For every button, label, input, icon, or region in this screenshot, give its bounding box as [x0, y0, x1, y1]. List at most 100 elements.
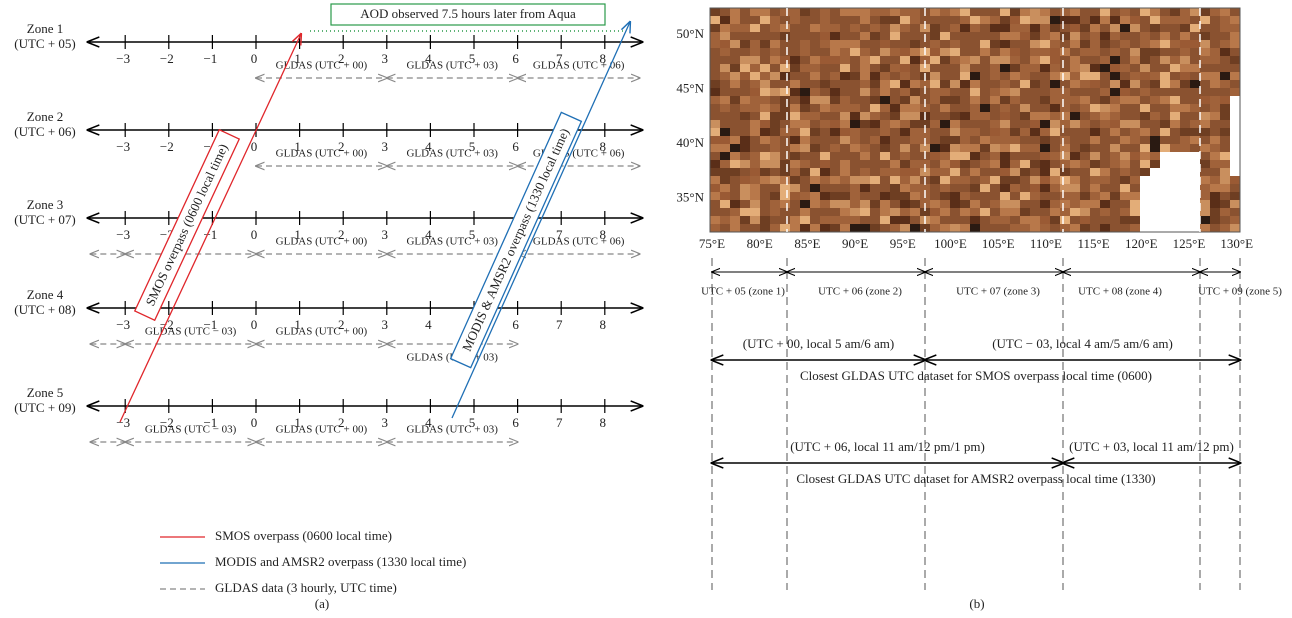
map-cell — [930, 24, 940, 32]
map-cell — [1090, 8, 1100, 16]
lon-label: 125°E — [1173, 236, 1206, 251]
map-cell — [1210, 128, 1220, 136]
map-cell — [960, 144, 970, 152]
map-cell — [710, 24, 720, 32]
map-cell — [1020, 56, 1030, 64]
map-cell — [800, 40, 810, 48]
map-cell — [930, 184, 940, 192]
map-cell — [770, 96, 780, 104]
map-cell — [710, 216, 720, 224]
map-cell — [880, 24, 890, 32]
map-cell — [1050, 32, 1060, 40]
map-cell — [980, 16, 990, 24]
tick-label: 8 — [600, 415, 607, 430]
map-cell — [940, 152, 950, 160]
map-cell — [1160, 216, 1170, 224]
map-cell — [830, 24, 840, 32]
map-cell — [1050, 80, 1060, 88]
map-cell — [1120, 56, 1130, 64]
map-cell — [1160, 176, 1170, 184]
map-cell — [1140, 200, 1150, 208]
map-cell — [830, 40, 840, 48]
map-cell — [890, 224, 900, 232]
map-cell — [940, 184, 950, 192]
map-cell — [990, 32, 1000, 40]
map-cell — [930, 64, 940, 72]
tick-label: 3 — [382, 139, 389, 154]
map-cell — [860, 24, 870, 32]
map-cell — [910, 224, 920, 232]
gldas-label: GLDAS (UTC − 03) — [145, 424, 237, 436]
map-cell — [1200, 64, 1210, 72]
map-cell — [960, 72, 970, 80]
map-cell — [1180, 40, 1190, 48]
map-cell — [1230, 200, 1240, 208]
map-cell — [830, 144, 840, 152]
map-cell — [720, 64, 730, 72]
map-cell — [1190, 224, 1200, 232]
map-cell — [1170, 216, 1180, 224]
map-cell — [910, 88, 920, 96]
map-cell — [1050, 184, 1060, 192]
map-cell — [1180, 16, 1190, 24]
map-cell — [900, 224, 910, 232]
map-cell — [1230, 208, 1240, 216]
map-cell — [1080, 104, 1090, 112]
map-cell — [960, 80, 970, 88]
zone-utc: (UTC + 06) — [14, 124, 76, 139]
map-cell — [730, 88, 740, 96]
map-cell — [1190, 104, 1200, 112]
map-cell — [1060, 8, 1070, 16]
map-cell — [1220, 168, 1230, 176]
map-cell — [830, 104, 840, 112]
map-cell — [890, 96, 900, 104]
map-cell — [710, 200, 720, 208]
map-cell — [990, 16, 1000, 24]
map-cell — [840, 216, 850, 224]
map-cell — [990, 96, 1000, 104]
tick-label: 0 — [251, 317, 258, 332]
map-cell — [810, 56, 820, 64]
map-cell — [1030, 16, 1040, 24]
map-cell — [1000, 32, 1010, 40]
map-cell — [1010, 40, 1020, 48]
map-cell — [860, 72, 870, 80]
map-cell — [1110, 144, 1120, 152]
map-cell — [980, 128, 990, 136]
map-cell — [770, 160, 780, 168]
map-cell — [1070, 8, 1080, 16]
map-cell — [1030, 168, 1040, 176]
map-cell — [980, 104, 990, 112]
map-cell — [720, 72, 730, 80]
map-cell — [1090, 48, 1100, 56]
map-cell — [870, 88, 880, 96]
map-cell — [750, 104, 760, 112]
map-cell — [1010, 16, 1020, 24]
map-cell — [1180, 192, 1190, 200]
tick-label: 0 — [251, 415, 258, 430]
map-cell — [830, 168, 840, 176]
map-cell — [970, 176, 980, 184]
map-cell — [1190, 112, 1200, 120]
map-cell — [730, 64, 740, 72]
map-cell — [750, 64, 760, 72]
map-cell — [740, 224, 750, 232]
map-cell — [900, 192, 910, 200]
map-cell — [1000, 72, 1010, 80]
map-cell — [1230, 24, 1240, 32]
map-cell — [790, 224, 800, 232]
map-cell — [930, 96, 940, 104]
map-cell — [1030, 24, 1040, 32]
map-cell — [1150, 120, 1160, 128]
map-cell — [740, 88, 750, 96]
map-cell — [790, 176, 800, 184]
map-cell — [860, 32, 870, 40]
map-cell — [810, 136, 820, 144]
map-cell — [950, 48, 960, 56]
map-cell — [890, 72, 900, 80]
legend-label: GLDAS data (3 hourly, UTC time) — [215, 580, 397, 595]
map-cell — [1040, 184, 1050, 192]
map-cell — [850, 136, 860, 144]
map-cell — [890, 88, 900, 96]
map-cell — [800, 56, 810, 64]
